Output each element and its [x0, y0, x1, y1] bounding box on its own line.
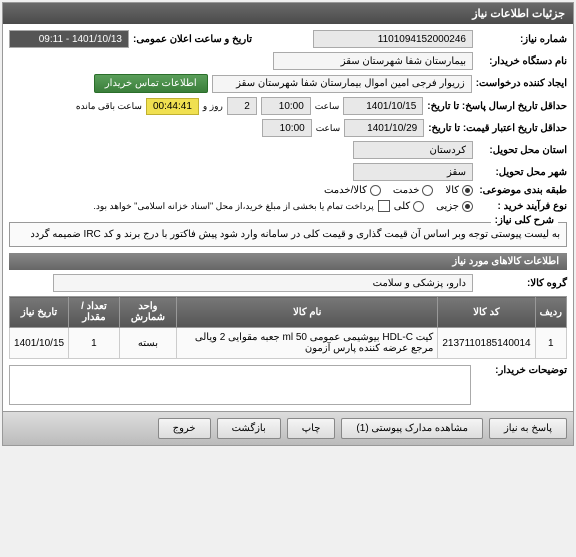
- row-validity: حداقل تاریخ اعتبار قیمت: تا تاریخ: 1401/…: [9, 119, 567, 137]
- requester-label: ایجاد کننده درخواست:: [476, 78, 567, 89]
- print-button[interactable]: چاپ: [287, 418, 336, 439]
- validity-date: 1401/10/29: [344, 119, 424, 137]
- remain-label: ساعت باقی مانده: [76, 101, 142, 112]
- city-value: سقز: [353, 163, 473, 181]
- buy-type-radio-group: جزیی کلی: [394, 201, 473, 212]
- radio-dot-icon: [422, 185, 433, 196]
- need-no-label: شماره نیاز:: [477, 34, 567, 45]
- back-button[interactable]: بازگشت: [217, 418, 281, 439]
- pay-note: پرداخت تمام یا بخشی از مبلغ خرید،از محل …: [93, 201, 373, 212]
- validity-label: حداقل تاریخ اعتبار قیمت: تا تاریخ:: [428, 123, 567, 134]
- buyer-notes-label: توضیحات خریدار:: [477, 365, 567, 376]
- td-qty: 1: [69, 328, 120, 359]
- td-name: کیت HDL-C بیوشیمی عمومی 50 ml جعبه مقوای…: [177, 328, 438, 359]
- row-category: طبقه بندی موضوعی: کالا خدمت کالا/خدمت: [9, 185, 567, 196]
- announce-value: 1401/10/13 - 09:11: [9, 30, 129, 48]
- days-value: 2: [227, 97, 257, 115]
- docs-button[interactable]: مشاهده مدارک پیوستی (1): [341, 418, 483, 439]
- remain-time: 00:44:41: [146, 98, 199, 115]
- row-need-no: شماره نیاز: 1101094152000246 تاریخ و ساع…: [9, 30, 567, 48]
- description-text: به لیست پیوستی توجه وبر اساس آن قیمت گذا…: [30, 229, 560, 240]
- th-code: کد کالا: [438, 297, 535, 328]
- goods-table: ردیف کد کالا نام کالا واحد شمارش تعداد /…: [9, 296, 567, 359]
- th-qty: تعداد / مقدار: [69, 297, 120, 328]
- validity-time: 10:00: [262, 119, 312, 137]
- panel-title: جزئیات اطلاعات نیاز: [3, 3, 573, 24]
- buyer-notes-row: توضیحات خریدار:: [9, 365, 567, 405]
- province-value: کردستان: [353, 141, 473, 159]
- deadline-date: 1401/10/15: [343, 97, 423, 115]
- buyer-notes-textarea[interactable]: [9, 365, 471, 405]
- category-radio-group: کالا خدمت کالا/خدمت: [324, 185, 473, 196]
- radio-goods[interactable]: کالا: [445, 185, 473, 196]
- table-header-row: ردیف کد کالا نام کالا واحد شمارش تعداد /…: [10, 297, 567, 328]
- goods-header: اطلاعات کالاهای مورد نیاز: [9, 253, 567, 270]
- exit-button[interactable]: خروج: [158, 418, 211, 439]
- row-deadline: حداقل تاریخ ارسال پاسخ: تا تاریخ: 1401/1…: [9, 97, 567, 115]
- radio-dot-icon: [413, 201, 424, 212]
- reply-button[interactable]: پاسخ به نیاز: [489, 418, 567, 439]
- group-value: دارو، پزشکی و سلامت: [53, 274, 473, 292]
- td-date: 1401/10/15: [10, 328, 69, 359]
- need-no-value: 1101094152000246: [313, 30, 473, 48]
- table-row[interactable]: 1 2137110185140014 کیت HDL-C بیوشیمی عمو…: [10, 328, 567, 359]
- radio-dot-icon: [370, 185, 381, 196]
- main-panel: جزئیات اطلاعات نیاز شماره نیاز: 11010941…: [2, 2, 574, 446]
- radio-service[interactable]: خدمت: [393, 185, 434, 196]
- radio-dot-icon: [462, 185, 473, 196]
- th-date: تاریخ نیاز: [10, 297, 69, 328]
- td-row: 1: [535, 328, 566, 359]
- deadline-time: 10:00: [261, 97, 311, 115]
- day-label: روز و: [203, 101, 223, 112]
- row-requester: ایجاد کننده درخواست: زریوار فرجی امین ام…: [9, 74, 567, 93]
- row-buy-type: نوع فرآیند خرید : جزیی کلی پرداخت تمام ی…: [9, 200, 567, 212]
- category-label: طبقه بندی موضوعی:: [477, 185, 567, 196]
- announce-label: تاریخ و ساعت اعلان عمومی:: [133, 34, 252, 45]
- time-label-2: ساعت: [316, 123, 341, 134]
- deadline-label: حداقل تاریخ ارسال پاسخ: تا تاریخ:: [427, 101, 567, 112]
- row-buyer: نام دستگاه خریدار: بیمارستان شفا شهرستان…: [9, 52, 567, 70]
- panel-body: شماره نیاز: 1101094152000246 تاریخ و ساع…: [3, 24, 573, 411]
- buyer-value: بیمارستان شفا شهرستان سقز: [273, 52, 473, 70]
- radio-full[interactable]: کلی: [394, 201, 424, 212]
- row-province: استان محل تحویل: کردستان: [9, 141, 567, 159]
- th-unit: واحد شمارش: [119, 297, 176, 328]
- contact-button[interactable]: اطلاعات تماس خریدار: [94, 74, 208, 93]
- radio-dot-icon: [462, 201, 473, 212]
- footer-buttons: پاسخ به نیاز مشاهده مدارک پیوستی (1) چاپ…: [3, 411, 573, 445]
- th-name: نام کالا: [177, 297, 438, 328]
- time-label-1: ساعت: [315, 101, 340, 112]
- buyer-label: نام دستگاه خریدار:: [477, 56, 567, 67]
- th-row: ردیف: [535, 297, 566, 328]
- province-label: استان محل تحویل:: [477, 145, 567, 156]
- radio-partial[interactable]: جزیی: [436, 201, 473, 212]
- radio-both[interactable]: کالا/خدمت: [324, 185, 381, 196]
- pay-checkbox[interactable]: [378, 200, 390, 212]
- requester-value: زریوار فرجی امین اموال بیمارستان شفا شهر…: [212, 75, 472, 93]
- row-city: شهر محل تحویل: سقز: [9, 163, 567, 181]
- buy-type-label: نوع فرآیند خرید :: [477, 201, 567, 212]
- row-group: گروه کالا: دارو، پزشکی و سلامت: [9, 274, 567, 292]
- description-label: شرح کلی نیاز:: [491, 215, 558, 226]
- td-unit: بسته: [119, 328, 176, 359]
- group-label: گروه کالا:: [477, 278, 567, 289]
- td-code: 2137110185140014: [438, 328, 535, 359]
- city-label: شهر محل تحویل:: [477, 167, 567, 178]
- description-box: شرح کلی نیاز: به لیست پیوستی توجه وبر اس…: [9, 222, 567, 247]
